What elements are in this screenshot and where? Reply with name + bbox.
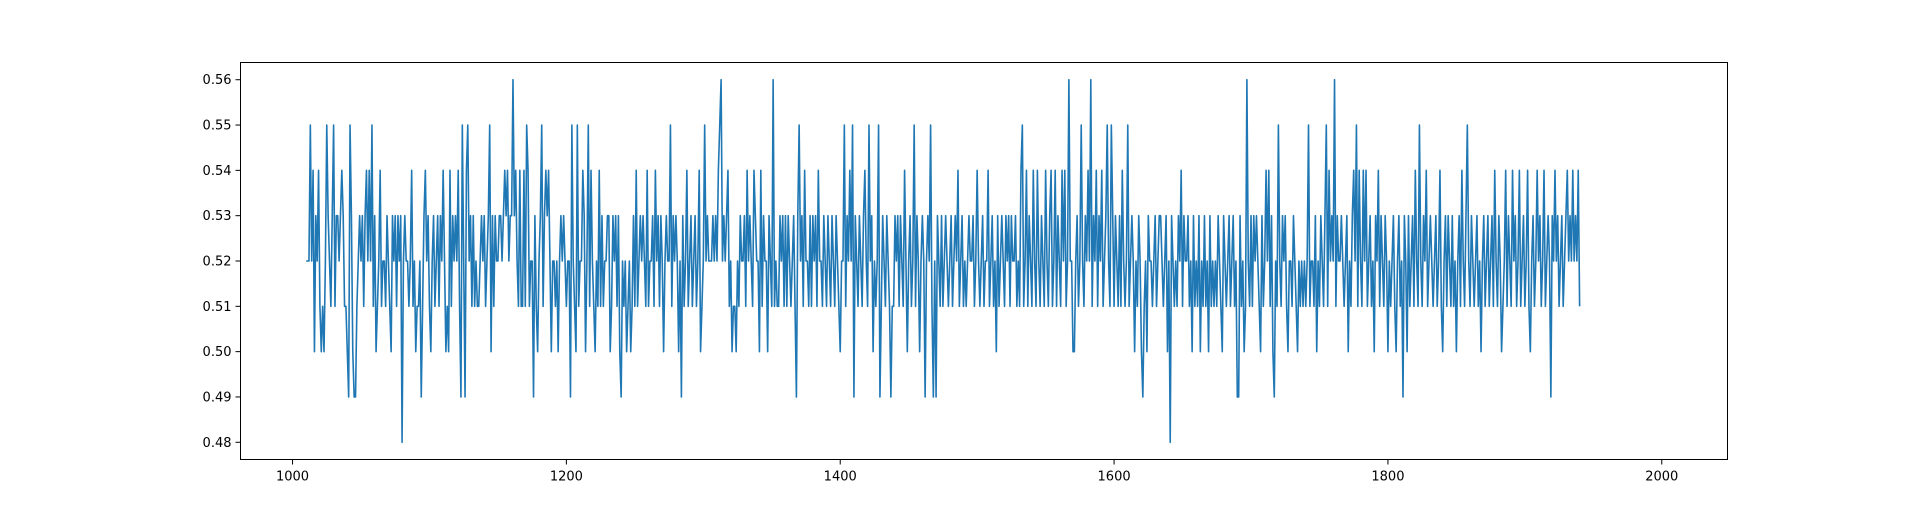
y-tick-label: 0.53 [203, 209, 232, 224]
y-tick-label: 0.56 [203, 73, 232, 88]
x-tick-label: 1200 [550, 470, 583, 485]
x-axis: 1000 1200 1400 1600 1800 2000 [276, 459, 1678, 485]
series-line-0 [306, 78, 1581, 444]
y-tick-label: 0.54 [203, 164, 232, 179]
y-tick-label: 0.51 [203, 300, 232, 315]
x-tick-label: 1400 [824, 470, 857, 485]
y-tick-label: 0.50 [203, 345, 232, 360]
y-tick-label: 0.48 [203, 436, 232, 451]
y-tick-label: 0.49 [203, 390, 232, 405]
x-tick-label: 2000 [1645, 470, 1678, 485]
x-tick-label: 1800 [1371, 470, 1404, 485]
x-tick-label: 1000 [276, 470, 309, 485]
y-tick-label: 0.55 [203, 119, 232, 134]
series-layer [306, 78, 1581, 444]
y-tick-label: 0.52 [203, 255, 232, 270]
x-tick-label: 1600 [1098, 470, 1131, 485]
y-axis: 0.48 0.49 0.50 0.51 0.52 0.53 0.54 0.55 0.56 [203, 73, 241, 451]
